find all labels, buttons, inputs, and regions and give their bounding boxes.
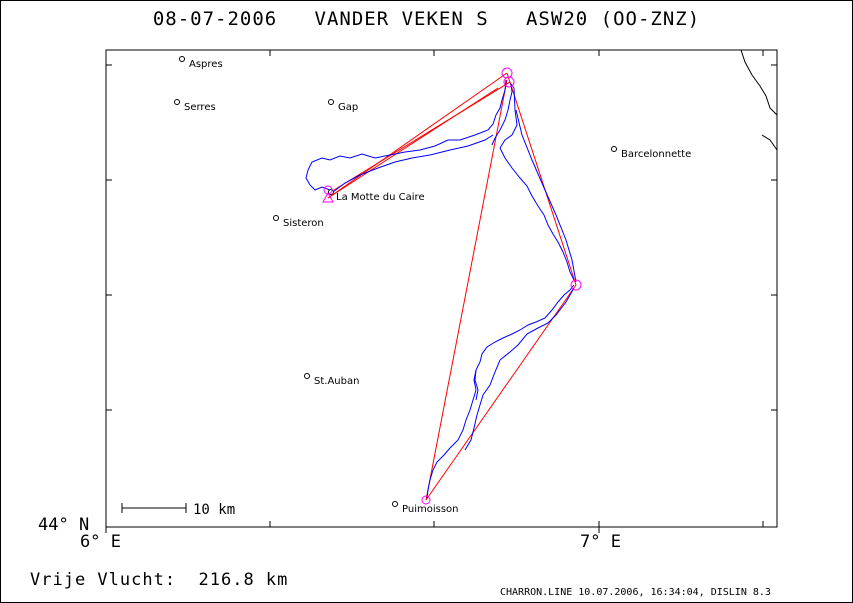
place-marker-serres (174, 99, 180, 105)
place-label-barcelonnette: Barcelonnette (621, 149, 691, 160)
turnpoint-marker (501, 67, 513, 79)
turnpoint-markers (322, 67, 582, 505)
axis-ticks (105, 50, 777, 533)
place-marker-barcelonnette (611, 146, 617, 152)
start-marker (322, 191, 334, 203)
footer-meta: CHARRON.LINE 10.07.2006, 16:34:04, DISLI… (500, 587, 771, 598)
lat-label: 44° N (38, 515, 90, 535)
place-marker-sisteron (273, 215, 279, 221)
place-label-serres: Serres (184, 102, 216, 113)
lon-label-left: 6° E (80, 532, 121, 552)
place-marker-puimoisson (392, 501, 398, 507)
turnpoint-marker (570, 279, 582, 291)
plot-border (105, 49, 778, 528)
place-label-aspres: Aspres (189, 59, 223, 70)
place-label-la-motte: La Motte du Caire (336, 192, 425, 203)
task-lines (327, 72, 577, 501)
scale-bar-label: 10 km (193, 502, 235, 518)
task-leg (425, 284, 577, 501)
place-marker-aspres (179, 56, 185, 62)
place-labels: Aspres Serres Gap Barcelonnette La Motte… (184, 59, 691, 515)
task-leg (327, 72, 508, 199)
turnpoint-marker (323, 185, 333, 195)
place-markers (174, 56, 617, 507)
place-label-gap: Gap (338, 102, 358, 113)
place-marker-gap (328, 99, 334, 105)
map-title: 08-07-2006 VANDER VEKEN S ASW20 (OO-ZNZ) (152, 8, 701, 30)
border-line (740, 49, 778, 151)
place-label-puimoisson: Puimoisson (402, 504, 458, 515)
place-label-sisteron: Sisteron (283, 218, 324, 229)
place-marker-st-auban (304, 373, 310, 379)
lon-label-right: 7° E (580, 532, 621, 552)
turnpoint-marker (503, 76, 515, 88)
flight-track (305, 79, 577, 499)
task-leg (425, 79, 508, 501)
turnpoint-marker (421, 495, 431, 505)
task-leg (333, 81, 511, 191)
task-leg (506, 72, 577, 286)
scale-bar: 10 km (121, 502, 235, 518)
distance-readout: Vrije Vlucht: 216.8 km (30, 570, 289, 590)
place-label-st-auban: St.Auban (314, 376, 359, 387)
